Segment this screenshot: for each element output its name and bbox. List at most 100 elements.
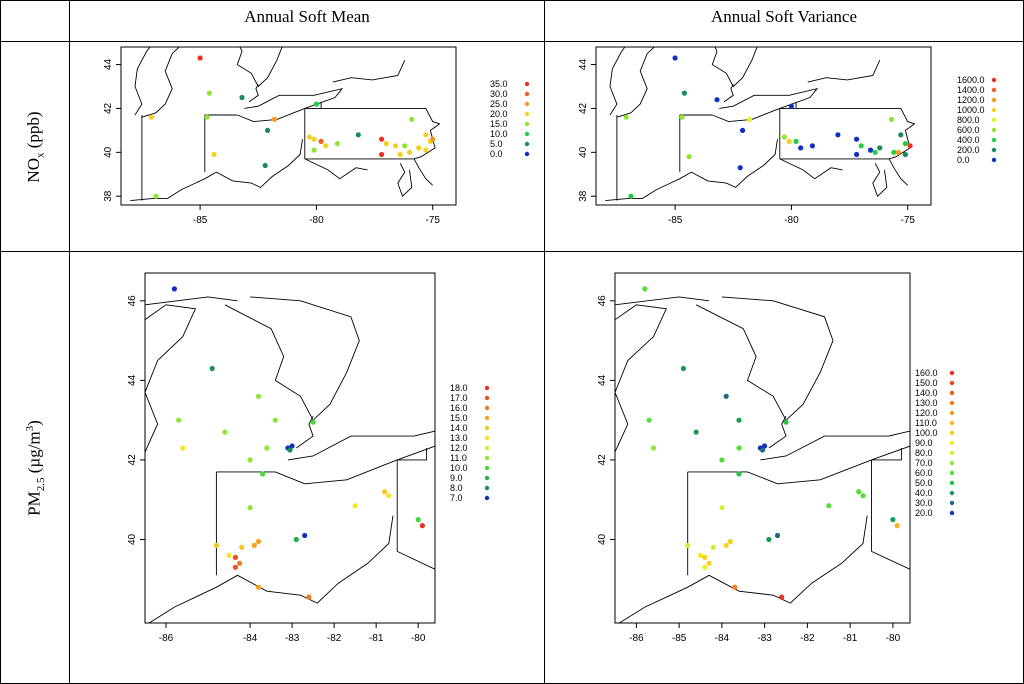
boundary-ohioRiver: [145, 515, 394, 623]
monitor-site-point: [888, 116, 895, 122]
y-tick-label: 42: [127, 454, 138, 466]
monitor-site-point: [232, 554, 238, 560]
boundary-lakeErie: [712, 87, 819, 123]
monitor-site-point: [723, 393, 729, 399]
legend-label: 50.0: [915, 478, 933, 488]
monitor-site-point: [415, 517, 421, 523]
legend-label: 11.0: [450, 453, 467, 463]
monitor-site-point: [686, 154, 692, 160]
boundary-lakeHuron: [711, 47, 758, 88]
legend-label: 20.0: [490, 109, 508, 119]
legend-swatch: [949, 380, 955, 386]
map-clip-group: [130, 47, 440, 202]
x-tick-label: -83: [285, 633, 300, 644]
monitor-site-point: [723, 542, 729, 548]
monitor-site-point: [781, 134, 787, 140]
x-tick-label: -85: [668, 215, 683, 226]
x-tick-label: -85: [672, 633, 687, 644]
monitor-site-point: [213, 542, 219, 548]
monitor-site-point: [239, 94, 245, 101]
boundary-delaware: [413, 158, 434, 186]
monitor-site-point: [176, 417, 182, 423]
map-nox-mean: -85 -80 -75 44 42 40 38 35.030.025.020.015.010.…: [103, 46, 530, 226]
monitor-site-point: [255, 584, 262, 590]
monitor-site-point: [786, 138, 792, 144]
y-tick-label: 40: [597, 533, 608, 545]
legend-label: 35.0: [490, 79, 508, 89]
legend-swatch: [524, 151, 530, 157]
legend-swatch: [949, 490, 955, 496]
legend-swatch: [524, 141, 530, 147]
legend-swatch: [949, 440, 955, 446]
legend-label: 20.0: [915, 508, 933, 518]
monitor-site-point: [255, 393, 262, 399]
monitor-site-point: [430, 136, 436, 142]
boundary-lakeErie: [237, 87, 344, 123]
legend-swatch: [484, 475, 490, 481]
legend-swatch: [949, 430, 955, 436]
column-header-mean: Annual Soft Mean: [244, 7, 370, 26]
legend-swatch: [524, 101, 530, 107]
monitor-site-point: [226, 552, 232, 558]
monitor-site-point: [262, 162, 268, 169]
boundary-paSouth: [304, 123, 440, 160]
legend-swatch: [484, 465, 490, 471]
monitor-site-point: [406, 149, 413, 155]
y-tick-label: 40: [127, 533, 138, 545]
boundary-lakeHuron: [224, 296, 360, 421]
boundary-wvVa: [871, 550, 910, 570]
legend-label: 90.0: [915, 438, 933, 448]
monitor-site-point: [902, 151, 908, 158]
monitor-site-point: [714, 97, 720, 103]
legend-swatch: [524, 91, 530, 97]
y-tick-label: 40: [103, 146, 114, 158]
monitor-site-point: [423, 147, 429, 153]
legend-label: 17.0: [450, 393, 468, 403]
legend-label: 200.0: [957, 145, 980, 155]
monitor-site-point: [271, 116, 278, 122]
legend-swatch: [484, 485, 490, 491]
legend-label: 18.0: [450, 383, 468, 393]
monitor-site-point: [311, 136, 317, 142]
y-tick-label: 42: [578, 102, 589, 114]
table-border-top: [0, 0, 1024, 1]
x-tick-label: -75: [426, 215, 441, 226]
legend-label: 60.0: [915, 468, 933, 478]
monitor-site-point: [732, 584, 738, 590]
legend-label: 0.0: [957, 155, 970, 165]
boundary-chesapeake: [397, 163, 413, 198]
monitor-site-point: [355, 132, 361, 138]
legend-swatch: [484, 415, 490, 421]
map-clip-group: [605, 47, 915, 202]
legend-label: 13.0: [450, 433, 468, 443]
x-tick-label: -80: [886, 633, 901, 644]
monitor-site-point: [766, 536, 772, 543]
monitor-site-point: [898, 132, 904, 138]
monitor-site-point: [702, 554, 708, 560]
legend-label: 130.0: [915, 398, 938, 408]
legend-label: 600.0: [957, 125, 980, 135]
monitor-site-point: [287, 447, 293, 453]
monitor-site-point: [762, 443, 768, 449]
row-header-nox-rest: (ppb): [24, 111, 43, 153]
y-tick-label: 42: [597, 454, 608, 466]
monitor-site-point: [854, 136, 860, 142]
legend-label: 5.0: [490, 139, 503, 149]
legend-label: 120.0: [915, 408, 938, 418]
monitor-site-point: [680, 365, 686, 372]
y-tick-label: 44: [597, 374, 608, 386]
map-clip-group: [615, 296, 910, 623]
monitor-site-point: [719, 505, 725, 511]
row-header-nox: NOx (ppb): [24, 67, 46, 227]
monitor-site-point: [239, 544, 245, 550]
legend-label: 30.0: [915, 498, 933, 508]
legend-label: 70.0: [915, 458, 933, 468]
legend-label: 80.0: [915, 448, 933, 458]
row-header-pm-main: PM: [24, 491, 44, 516]
monitor-site-point: [232, 564, 238, 570]
legend-swatch: [949, 510, 955, 516]
monitor-site-point: [153, 193, 159, 199]
monitor-site-point: [211, 151, 217, 158]
plot-frame: [144, 272, 436, 624]
